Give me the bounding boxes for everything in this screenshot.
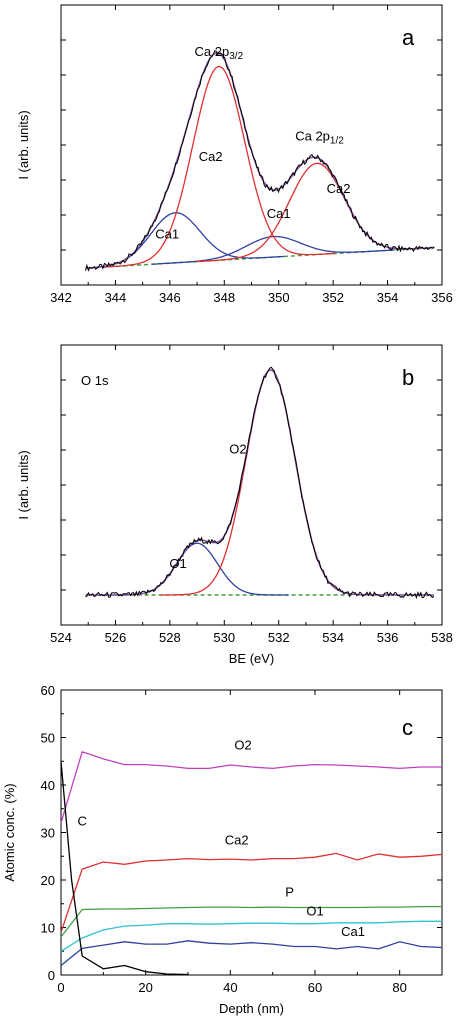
panel-b-x-tick-label: 536 [377, 630, 399, 645]
panel-a-raw-data [85, 50, 435, 272]
panel-c-y-tick-label: 40 [41, 778, 55, 793]
panel-c-series-ca1 [60, 940, 443, 967]
panel-a-component-ca2-2 [195, 162, 434, 263]
panel-a-component-ca1-2 [152, 235, 395, 265]
panel-a-peak-label: Ca1 [267, 206, 291, 221]
panel-c-x-tick-label: 60 [308, 980, 322, 995]
panel-c-y-tick-label: 10 [41, 921, 55, 936]
panel-b-component-o2-1 [161, 369, 381, 596]
panel-c-x-tick-label: 20 [138, 980, 152, 995]
panel-a-letter: a [402, 25, 415, 50]
panel-c-series-p [60, 905, 442, 938]
panel-a-x-tick-label: 350 [268, 290, 290, 305]
panel-c-series-label-p: P [285, 885, 294, 900]
panel-a-y-axis-label: I (arb. units) [16, 110, 31, 179]
panel-b-raw-data [85, 366, 435, 600]
panel-a-peak-label: Ca 2p1/2 [295, 128, 344, 146]
panel-b-peak-label: O2 [229, 441, 246, 456]
panel-a-x-tick-label: 348 [213, 290, 235, 305]
panel-b-x-tick-label: 538 [431, 630, 453, 645]
panel-c-series-o2 [60, 750, 442, 824]
panel-b-frame [60, 344, 443, 626]
panel-c-y-tick-label: 20 [41, 873, 55, 888]
panel-b-x-tick-label: 526 [105, 630, 127, 645]
panel-a-component-ca1-1 [85, 212, 285, 269]
panel-a-x-tick-label: 352 [322, 290, 344, 305]
panel-b-peak-label: O1 [169, 556, 186, 571]
panel-c-x-axis-label: Depth (nm) [219, 1001, 284, 1016]
panel-c-series-label-o1: O1 [306, 904, 323, 919]
panel-a-x-tick-label: 356 [431, 290, 453, 305]
panel-c-frame [60, 689, 443, 976]
panel-b-y-axis-label: I (arb. units) [16, 450, 31, 519]
panel-b-x-tick-label: 532 [268, 630, 290, 645]
panel-b-x-tick-label: 534 [322, 630, 344, 645]
panel-c-series-label-o2: O2 [234, 737, 251, 752]
panel-a-peak-label: Ca2 [199, 149, 223, 164]
panel-c-x-tick-label: 40 [223, 980, 237, 995]
panel-c-x-tick-label: 80 [392, 980, 406, 995]
panel-c-series-label-c: C [77, 813, 86, 828]
panel-c-y-tick-label: 60 [41, 683, 55, 698]
panel-c-y-tick-label: 0 [48, 968, 55, 983]
panel-b-x-tick-label: 528 [159, 630, 181, 645]
panel-b-x-axis-label: BE (eV) [229, 651, 275, 666]
panel-a-x-tick-label: 346 [159, 290, 181, 305]
panel-c-letter: c [402, 715, 413, 740]
panel-a-x-tick-label: 344 [105, 290, 127, 305]
panel-a-fit-envelope [85, 52, 434, 269]
panel-c-series-o1 [60, 920, 442, 952]
panel-c-series-label-ca1: Ca1 [341, 924, 365, 939]
panel-b-letter: b [402, 365, 414, 390]
panel-a-peak-label: Ca 2p3/2 [195, 44, 244, 62]
panel-a-peak-label: Ca2 [327, 181, 351, 196]
panel-a-x-tick-label: 342 [50, 290, 72, 305]
panel-c-y-tick-label: 50 [41, 731, 55, 746]
panel-b-component-o1-1 [105, 542, 289, 596]
panel-b-x-tick-label: 530 [213, 630, 235, 645]
panel-c-series-c [60, 761, 189, 976]
panel-c-series-ca2 [60, 852, 443, 933]
panel-b-region-label: O 1s [81, 373, 109, 388]
panel-a-peak-label: Ca1 [155, 226, 179, 241]
panel-c-x-tick-label: 0 [57, 980, 64, 995]
panel-a-component-ca2-1 [102, 65, 336, 268]
panel-c-y-axis-label: Atomic conc. (%) [2, 783, 17, 881]
panel-b-fit-envelope [85, 369, 434, 596]
panel-a-x-tick-label: 354 [377, 290, 399, 305]
panel-b-x-tick-label: 524 [50, 630, 72, 645]
panel-c-series-label-ca2: Ca2 [225, 832, 249, 847]
panel-c-y-tick-label: 30 [41, 826, 55, 841]
